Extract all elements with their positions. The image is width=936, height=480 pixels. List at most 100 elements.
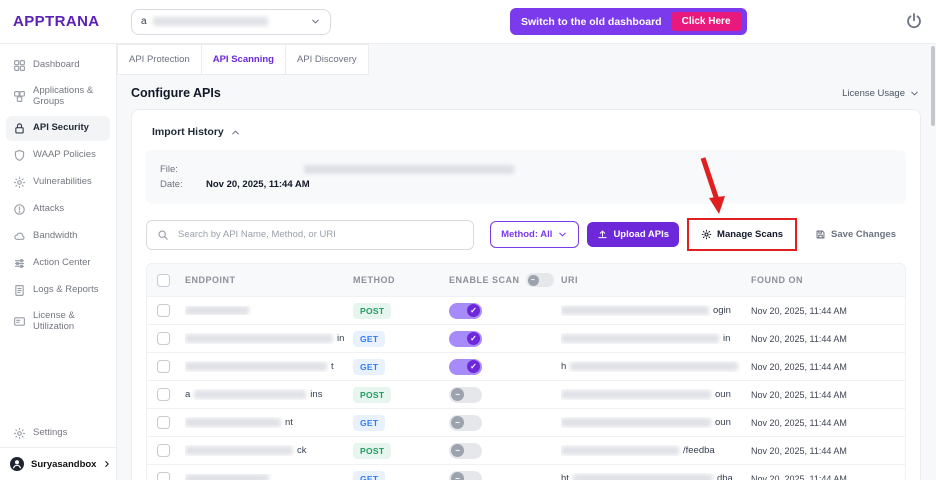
method-badge: POST: [353, 386, 392, 403]
enable-scan-toggle[interactable]: ✓: [449, 302, 482, 319]
annotation-highlight-box: Manage Scans: [687, 157, 798, 251]
method-badge: GET: [353, 414, 386, 431]
table-row: nt GET − oun Nov 20, 2025, 11:44 AM: [147, 408, 905, 436]
avatar: [9, 456, 25, 472]
row-checkbox[interactable]: [156, 388, 170, 401]
uri-cell: h: [561, 361, 751, 372]
sidebar-item-waap-policies[interactable]: WAAP Policies: [6, 143, 110, 168]
method-badge: GET: [353, 470, 386, 480]
enable-scan-toggle[interactable]: −: [449, 470, 482, 480]
found-on-cell: Nov 20, 2025, 11:44 AM: [751, 333, 847, 344]
table-row: POST ✓ ogin Nov 20, 2025, 11:44 AM: [147, 296, 905, 324]
import-file-row: File:: [160, 164, 892, 175]
uri-cell: in: [561, 333, 751, 344]
sidebar-item-dashboard[interactable]: Dashboard: [6, 53, 110, 78]
sidebar-item-bandwidth[interactable]: Bandwidth: [6, 224, 110, 249]
row-checkbox[interactable]: [156, 472, 170, 480]
enable-scan-toggle[interactable]: −: [449, 442, 482, 459]
sliders-icon: [13, 257, 26, 270]
row-checkbox[interactable]: [156, 416, 170, 429]
select-all-checkbox[interactable]: [156, 273, 170, 287]
redacted-uri: [561, 306, 709, 315]
search-input[interactable]: [176, 228, 464, 241]
save-changes-button[interactable]: Save Changes: [805, 222, 906, 247]
chevron-down-icon: [310, 16, 321, 27]
sidebar-item-vulnerabilities[interactable]: Vulnerabilities: [6, 170, 110, 195]
master-scan-toggle[interactable]: −: [525, 273, 554, 287]
redacted-site-name: [152, 17, 268, 26]
import-history-panel: File: Date: Nov 20, 2025, 11:44 AM: [146, 150, 906, 204]
uri-cell: ogin: [561, 305, 751, 316]
row-checkbox[interactable]: [156, 332, 170, 345]
apis-table: ENDPOINT METHOD ENABLE SCAN − URI FOUND …: [146, 263, 906, 480]
sidebar-item-license-utilization[interactable]: License & Utilization: [6, 305, 110, 339]
import-history-toggle[interactable]: Import History: [152, 126, 906, 138]
account-name: Suryasandbox: [31, 458, 97, 470]
upload-apis-button[interactable]: Upload APIs: [587, 222, 680, 247]
enable-scan-toggle[interactable]: ✓: [449, 358, 482, 375]
tab-api-discovery[interactable]: API Discovery: [285, 44, 369, 75]
sidebar-item-label: Action Center: [33, 256, 91, 268]
redacted-endpoint: [185, 362, 327, 371]
table-toolbar: Method: All Upload APIs Manage Scans: [146, 157, 906, 251]
search-icon: [157, 229, 169, 241]
endpoint-cell: in: [185, 333, 353, 344]
gear-icon: [13, 176, 26, 189]
license-usage-dropdown[interactable]: License Usage: [842, 88, 920, 99]
sidebar-item-attacks[interactable]: Attacks: [6, 197, 110, 222]
enable-scan-toggle[interactable]: ✓: [449, 330, 482, 347]
scrollbar-thumb[interactable]: [931, 46, 935, 126]
sidebar-item-applications-groups[interactable]: Applications & Groups: [6, 80, 110, 114]
import-date-row: Date: Nov 20, 2025, 11:44 AM: [160, 179, 892, 190]
enable-scan-cell: −: [449, 442, 561, 459]
sidebar-item-label: License & Utilization: [33, 309, 75, 332]
table-row: ck POST − /feedba Nov 20, 2025, 11:44 AM: [147, 436, 905, 464]
account-switcher[interactable]: Suryasandbox: [0, 447, 116, 480]
header-method: METHOD: [353, 275, 395, 285]
sidebar-item-label: Settings: [33, 427, 68, 439]
redacted-uri: [570, 362, 739, 371]
vertical-scrollbar: [931, 46, 935, 478]
uri-cell: oun: [561, 417, 751, 428]
endpoint-cell: a ins: [185, 389, 323, 400]
found-on-cell: Nov 20, 2025, 11:44 AM: [751, 445, 847, 456]
sidebar-item-label: Applications & Groups: [33, 85, 94, 107]
redacted-endpoint: [185, 418, 281, 427]
tab-api-scanning[interactable]: API Scanning: [201, 44, 286, 75]
table-row: GET − ht dba Nov 20, 2025, 11:44 AM: [147, 464, 905, 480]
power-icon[interactable]: [905, 12, 923, 30]
method-cell: POST: [353, 302, 449, 319]
redacted-uri: [561, 418, 711, 427]
sidebar-item-settings[interactable]: Settings: [6, 421, 110, 446]
row-checkbox[interactable]: [156, 304, 170, 317]
site-selector-value: a: [141, 16, 147, 27]
configure-apis-card: Import History File: Date: Nov 20, 2025,…: [131, 109, 921, 480]
page-title: Configure APIs: [131, 86, 221, 100]
scan-gear-icon: [701, 229, 712, 240]
enable-scan-cell: −: [449, 470, 561, 480]
method-badge: POST: [353, 442, 392, 459]
site-selector-dropdown[interactable]: a: [131, 8, 331, 35]
sidebar-item-api-security[interactable]: API Security: [6, 115, 110, 141]
save-icon: [816, 230, 825, 239]
method-filter-label: Method: All: [501, 229, 553, 240]
tab-api-protection[interactable]: API Protection: [117, 44, 202, 75]
method-filter-dropdown[interactable]: Method: All: [490, 221, 580, 248]
endpoint-cell: [185, 306, 353, 315]
main-content: API Protection API Scanning API Discover…: [117, 44, 936, 480]
row-checkbox[interactable]: [156, 360, 170, 373]
method-badge: GET: [353, 358, 386, 375]
row-checkbox[interactable]: [156, 444, 170, 457]
sidebar-item-action-center[interactable]: Action Center: [6, 251, 110, 276]
click-here-button[interactable]: Click Here: [670, 12, 742, 31]
sidebar-item-logs-reports[interactable]: Logs & Reports: [6, 278, 110, 303]
method-badge: POST: [353, 302, 392, 319]
redacted-endpoint: [185, 306, 249, 315]
endpoint-cell: ck: [185, 445, 353, 456]
uri-cell: oun: [561, 389, 751, 400]
enable-scan-toggle[interactable]: −: [449, 386, 482, 403]
manage-scans-button[interactable]: Manage Scans: [691, 222, 794, 247]
enable-scan-toggle[interactable]: −: [449, 414, 482, 431]
redacted-uri: [561, 446, 679, 455]
uri-cell: /feedba: [561, 445, 751, 456]
